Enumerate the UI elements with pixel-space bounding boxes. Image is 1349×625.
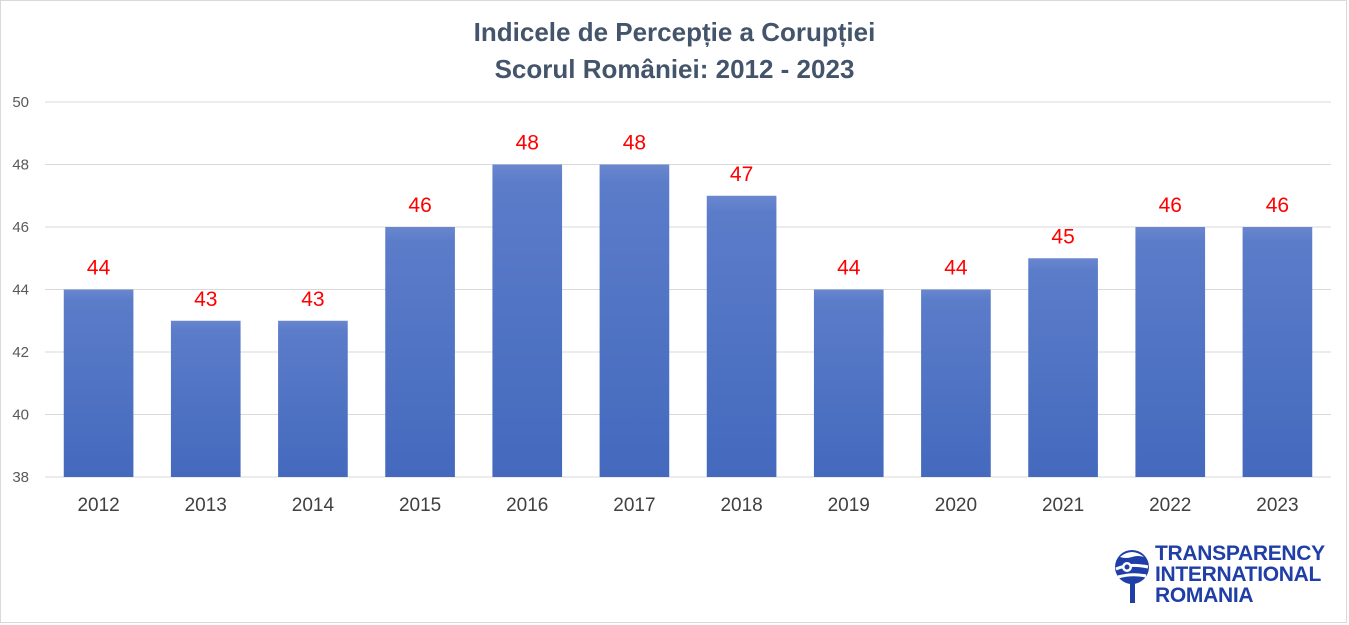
x-tick-label-2018: 2018 [720, 495, 762, 516]
y-tick-label: 44 [12, 282, 29, 299]
x-tick-label-2016: 2016 [506, 495, 548, 516]
data-label-2016: 48 [516, 132, 539, 155]
globe-logo-icon [1115, 550, 1149, 603]
gridlines [45, 101, 1331, 478]
x-tick-label-2019: 2019 [828, 495, 870, 516]
x-tick-label-2017: 2017 [613, 495, 655, 516]
y-tick-label: 40 [12, 407, 29, 424]
bars [63, 164, 1313, 477]
logo-line-1: TRANSPARENCY [1155, 542, 1325, 565]
bar-2020 [921, 289, 991, 477]
data-label-2012: 44 [87, 257, 111, 280]
data-label-2023: 46 [1266, 194, 1289, 217]
bar-2017 [599, 164, 670, 477]
x-tick-label-2014: 2014 [292, 495, 335, 516]
y-tick-label: 50 [12, 94, 29, 111]
data-label-2015: 46 [408, 194, 431, 217]
bar-2023 [1242, 227, 1313, 477]
data-label-2017: 48 [623, 132, 646, 155]
x-tick-label-2015: 2015 [399, 495, 441, 516]
data-label-2020: 44 [944, 257, 968, 280]
x-tick-label-2022: 2022 [1149, 495, 1191, 516]
chart-title-block: Indicele de Percepție a Corupției Scorul… [0, 14, 1349, 88]
logo-wordmark: TRANSPARENCY INTERNATIONAL ROMANIA [1155, 543, 1325, 606]
data-label-2013: 43 [194, 288, 217, 311]
y-tick-label: 42 [12, 344, 29, 361]
bar-2019 [813, 289, 884, 477]
bar-2021 [1028, 258, 1098, 477]
x-tick-label-2012: 2012 [77, 495, 119, 516]
logo-line-2: INTERNATIONAL [1155, 563, 1322, 586]
x-tick-label-2013: 2013 [185, 495, 227, 516]
data-labels: 44 43 43 46 48 48 47 44 44 45 46 46 [87, 132, 1289, 311]
x-tick-label-2020: 2020 [935, 495, 977, 516]
data-label-2018: 47 [730, 163, 753, 186]
bar-2014 [278, 320, 348, 477]
data-label-2019: 44 [837, 257, 861, 280]
bar-2013 [170, 320, 241, 477]
y-axis-tick-labels: 38 40 42 44 46 48 50 [12, 94, 29, 486]
logo-line-3: ROMANIA [1155, 584, 1254, 607]
chart-title: Indicele de Percepție a Corupției [473, 17, 876, 47]
y-tick-label: 46 [12, 219, 29, 236]
bar-2012 [63, 289, 134, 477]
y-tick-label: 38 [12, 469, 29, 486]
data-label-2014: 43 [301, 288, 324, 311]
bar-2016 [492, 164, 563, 477]
transparency-international-logo: TRANSPARENCY INTERNATIONAL ROMANIA [1112, 543, 1342, 613]
data-label-2021: 45 [1051, 225, 1074, 248]
data-label-2022: 46 [1159, 194, 1182, 217]
x-axis-tick-labels: 2012 2013 2014 2015 2016 2017 2018 2019 2020 2021… [77, 495, 1298, 516]
chart-subtitle: Scorul României: 2012 - 2023 [494, 54, 855, 84]
x-tick-label-2023: 2023 [1256, 495, 1298, 516]
bar-2018 [706, 195, 777, 477]
bar-2022 [1135, 227, 1206, 477]
bar-2015 [385, 227, 455, 477]
x-tick-label-2021: 2021 [1042, 495, 1084, 516]
y-tick-label: 48 [12, 157, 29, 174]
